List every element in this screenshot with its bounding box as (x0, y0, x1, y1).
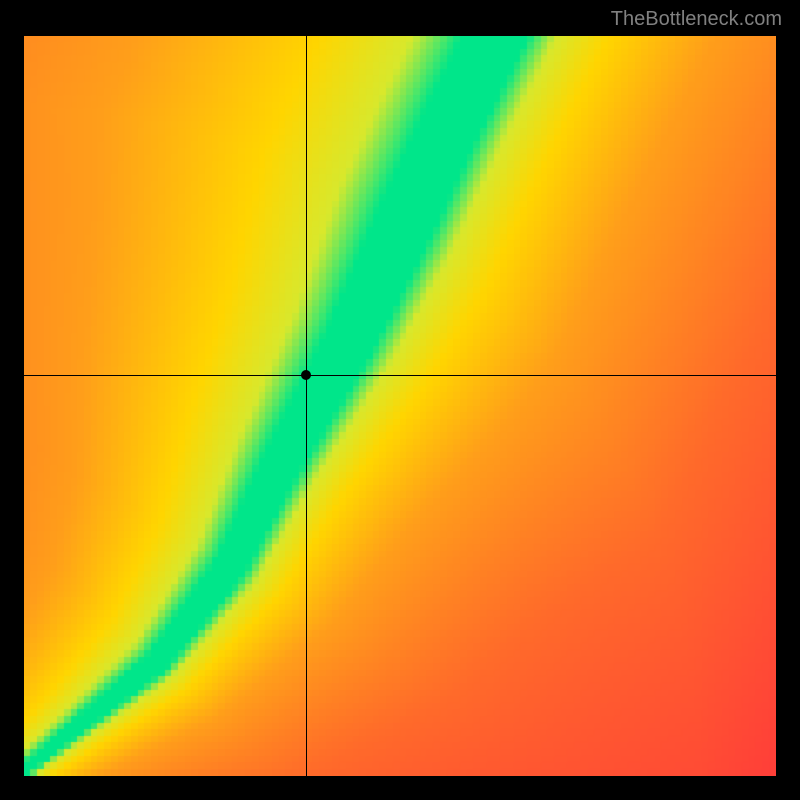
watermark-text: TheBottleneck.com (611, 8, 782, 31)
heatmap-canvas (24, 36, 776, 776)
marker-point (301, 370, 311, 380)
heatmap-chart (24, 36, 776, 776)
crosshair-horizontal (24, 375, 776, 376)
crosshair-vertical (306, 36, 307, 776)
